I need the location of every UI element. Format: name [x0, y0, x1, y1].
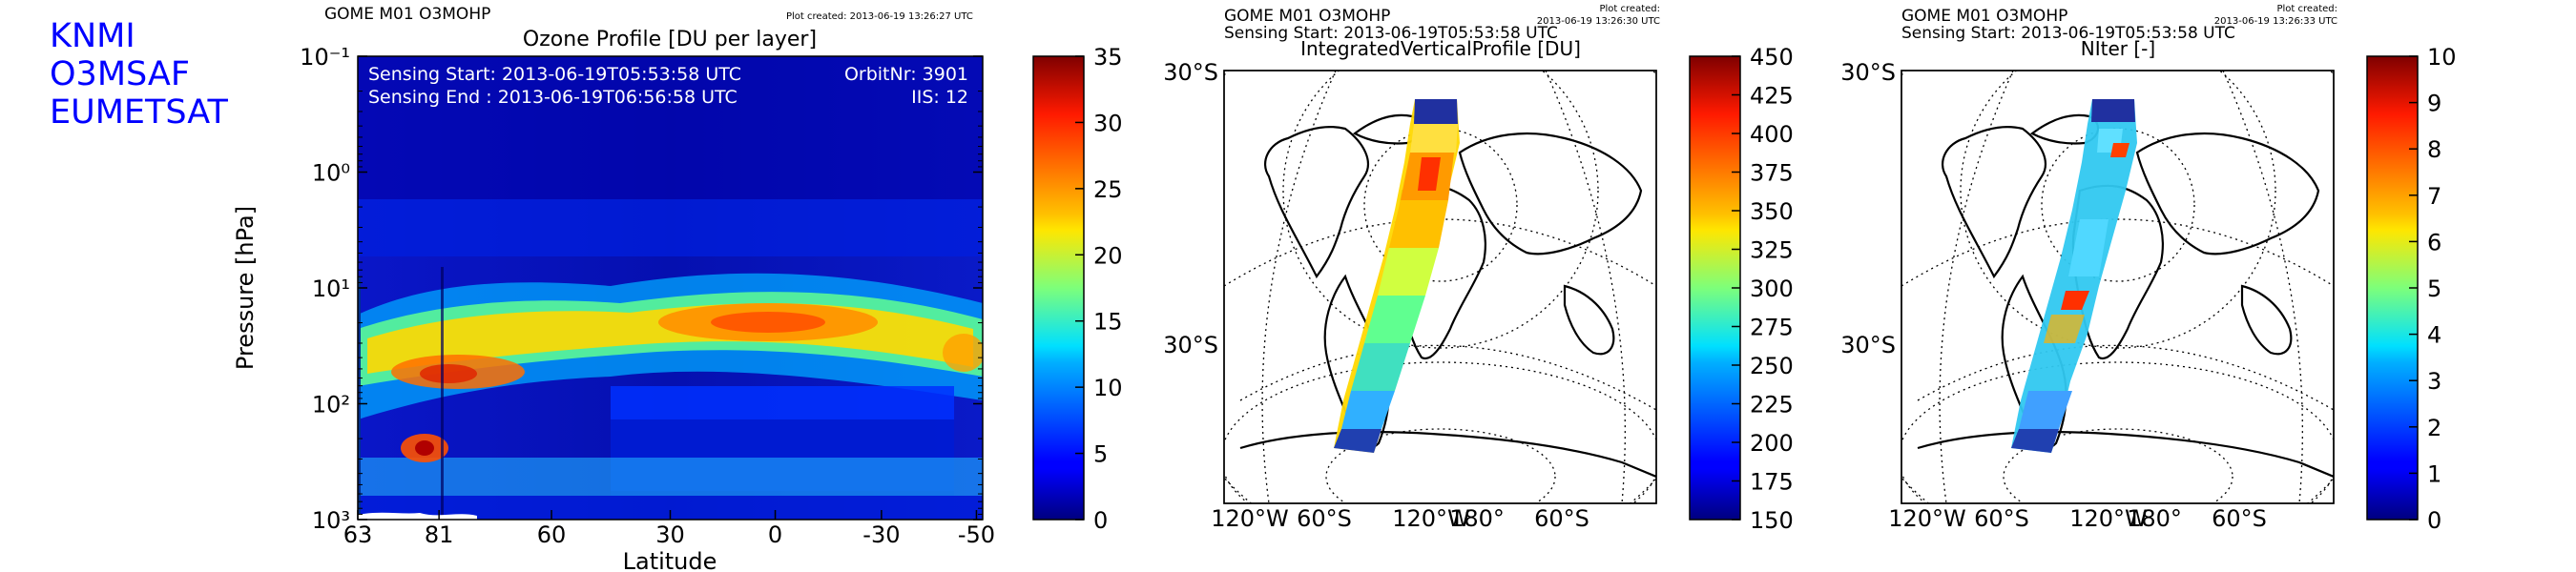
map-body — [1224, 71, 1656, 503]
plot-created-label: Plot created: — [2277, 4, 2338, 14]
colorbar-tick-label: 20 — [1093, 242, 1123, 269]
sensing-start: Sensing Start: 2013-06-19T05:53:58 UTC — [368, 64, 741, 85]
colorbar-tick-label: 0 — [1093, 507, 1108, 534]
lon-label: 120°W — [2069, 505, 2148, 532]
x-axis: 63 81 60 30 0 -30 -50 — [343, 510, 995, 548]
lon-label: 180° — [1449, 505, 1505, 532]
plot-created-time: 2013-06-19 13:26:33 UTC — [2214, 16, 2337, 27]
orbit-number: OrbitNr: 3901 — [844, 64, 968, 85]
colorbar-tick-label: 5 — [1093, 441, 1108, 468]
brand-line: O3MSAF — [50, 55, 190, 93]
colorbar-tick-label: 150 — [1750, 507, 1794, 534]
heatmap-body — [358, 56, 983, 520]
x-tick-label: 81 — [425, 521, 454, 548]
x-tick-label: 30 — [655, 521, 685, 548]
data-swath — [1334, 99, 1460, 453]
y-tick-label: 10¹ — [312, 276, 350, 302]
lat-label: 30°S — [1163, 332, 1218, 358]
colorbar-tick-label: 425 — [1750, 83, 1794, 110]
colorbar-tick-label: 0 — [2427, 507, 2441, 534]
y-axis-label: Pressure [hPa] — [232, 206, 259, 370]
brand-line: EUMETSAT — [50, 93, 228, 132]
x-tick-label: 0 — [768, 521, 782, 548]
lon-label: 120°W — [1211, 505, 1289, 532]
colorbar-tick-label: 5 — [2427, 276, 2441, 302]
colorbar-ticks: 0 1 2 3 4 5 6 7 8 9 10 — [2409, 44, 2457, 534]
colorbar — [1032, 55, 1085, 521]
x-tick-label: -50 — [958, 521, 995, 548]
sensing-start: Sensing Start: 2013-06-19T05:53:58 UTC — [1901, 24, 2235, 43]
data-swath — [2011, 99, 2137, 453]
panel-niter: GOME M01 O3MOHP Plot created: 2013-06-19… — [1840, 4, 2457, 534]
colorbar-tick-label: 400 — [1750, 121, 1794, 148]
colorbar-tick-label: 200 — [1750, 430, 1794, 457]
lon-label: 60°S — [2212, 505, 2267, 532]
colorbar-tick-label: 175 — [1750, 469, 1794, 496]
colorbar-tick-label: 6 — [2427, 229, 2441, 255]
y-tick-label: 10² — [312, 392, 350, 419]
panel-header: GOME M01 O3MOHP — [1901, 7, 2067, 26]
lat-label: 30°S — [1163, 59, 1218, 86]
brand-line: KNMI — [50, 17, 135, 55]
colorbar-tick-label: 35 — [1093, 44, 1123, 71]
colorbar-tick-label: 275 — [1750, 315, 1794, 341]
plot-created-time: 2013-06-19 13:26:30 UTC — [1537, 16, 1660, 27]
colorbar-tick-label: 450 — [1750, 44, 1794, 71]
lon-label: 120°W — [1888, 505, 1966, 532]
colorbar-tick-label: 225 — [1750, 392, 1794, 419]
colorbar-tick-label: 1 — [2427, 460, 2441, 487]
plot-created-note: Plot created: 2013-06-19 13:26:27 UTC — [786, 11, 973, 22]
panel-header: GOME M01 O3MOHP — [324, 5, 490, 24]
colorbar-ticks: 0 5 10 15 20 25 30 35 — [1075, 44, 1123, 534]
iis-value: IIS: 12 — [911, 87, 968, 108]
lon-label: 60°S — [1534, 505, 1589, 532]
colorbar-tick-label: 2 — [2427, 415, 2441, 441]
lon-label: 60°S — [1297, 505, 1352, 532]
colorbar-tick-label: 3 — [2427, 368, 2441, 395]
colorbar-tick-label: 10 — [2427, 44, 2457, 71]
colorbar-tick-label: 25 — [1093, 176, 1123, 203]
panel-ozone-profile: GOME M01 O3MOHP Plot created: 2013-06-19… — [232, 5, 1123, 572]
y-axis: 10⁻¹ 10⁰ 10¹ 10² 10³ — [300, 44, 983, 534]
colorbar-ticks: 150 175 200 225 250 275 300 325 350 375 400 425 450 — [1732, 44, 1794, 534]
colorbar-tick-label: 4 — [2427, 322, 2441, 349]
lon-label: 120°W — [1392, 505, 1470, 532]
lat-label: 30°S — [1840, 332, 1896, 358]
colorbar-tick-label: 7 — [2427, 183, 2441, 210]
chart-title: IntegratedVerticalProfile [DU] — [1300, 37, 1581, 60]
x-tick-label: 63 — [343, 521, 373, 548]
colorbar-tick-label: 250 — [1750, 353, 1794, 379]
colorbar-tick-label: 15 — [1093, 309, 1123, 336]
map-body — [1901, 71, 2334, 503]
brand-text: KNMI O3MSAF EUMETSAT — [50, 17, 228, 132]
lon-label: 180° — [2127, 505, 2182, 532]
lat-label: 30°S — [1840, 59, 1896, 86]
colorbar-tick-label: 375 — [1750, 160, 1794, 187]
y-tick-label: 10⁻¹ — [300, 44, 350, 71]
chart-title: Ozone Profile [DU per layer] — [523, 28, 817, 51]
colorbar-tick-label: 30 — [1093, 110, 1123, 136]
lon-label: 60°S — [1974, 505, 2029, 532]
panel-integrated-profile: GOME M01 O3MOHP Plot created: 2013-06-19… — [1163, 4, 1794, 534]
chart-title: NIter [-] — [2081, 37, 2155, 60]
x-axis-label: Latitude — [623, 548, 717, 572]
x-tick-label: -30 — [862, 521, 900, 548]
panel-header: GOME M01 O3MOHP — [1224, 7, 1390, 26]
colorbar-tick-label: 300 — [1750, 276, 1794, 302]
colorbar-tick-label: 350 — [1750, 198, 1794, 225]
y-tick-label: 10³ — [312, 507, 350, 534]
colorbar-tick-label: 325 — [1750, 237, 1794, 264]
colorbar-tick-label: 10 — [1093, 375, 1123, 401]
plot-created-label: Plot created: — [1600, 4, 1661, 14]
colorbar-tick-label: 8 — [2427, 136, 2441, 163]
y-tick-label: 10⁰ — [312, 160, 350, 187]
colorbar-tick-label: 9 — [2427, 91, 2441, 117]
sensing-end: Sensing End : 2013-06-19T06:56:58 UTC — [368, 87, 737, 108]
sensing-start: Sensing Start: 2013-06-19T05:53:58 UTC — [1224, 24, 1558, 43]
x-tick-label: 60 — [537, 521, 567, 548]
